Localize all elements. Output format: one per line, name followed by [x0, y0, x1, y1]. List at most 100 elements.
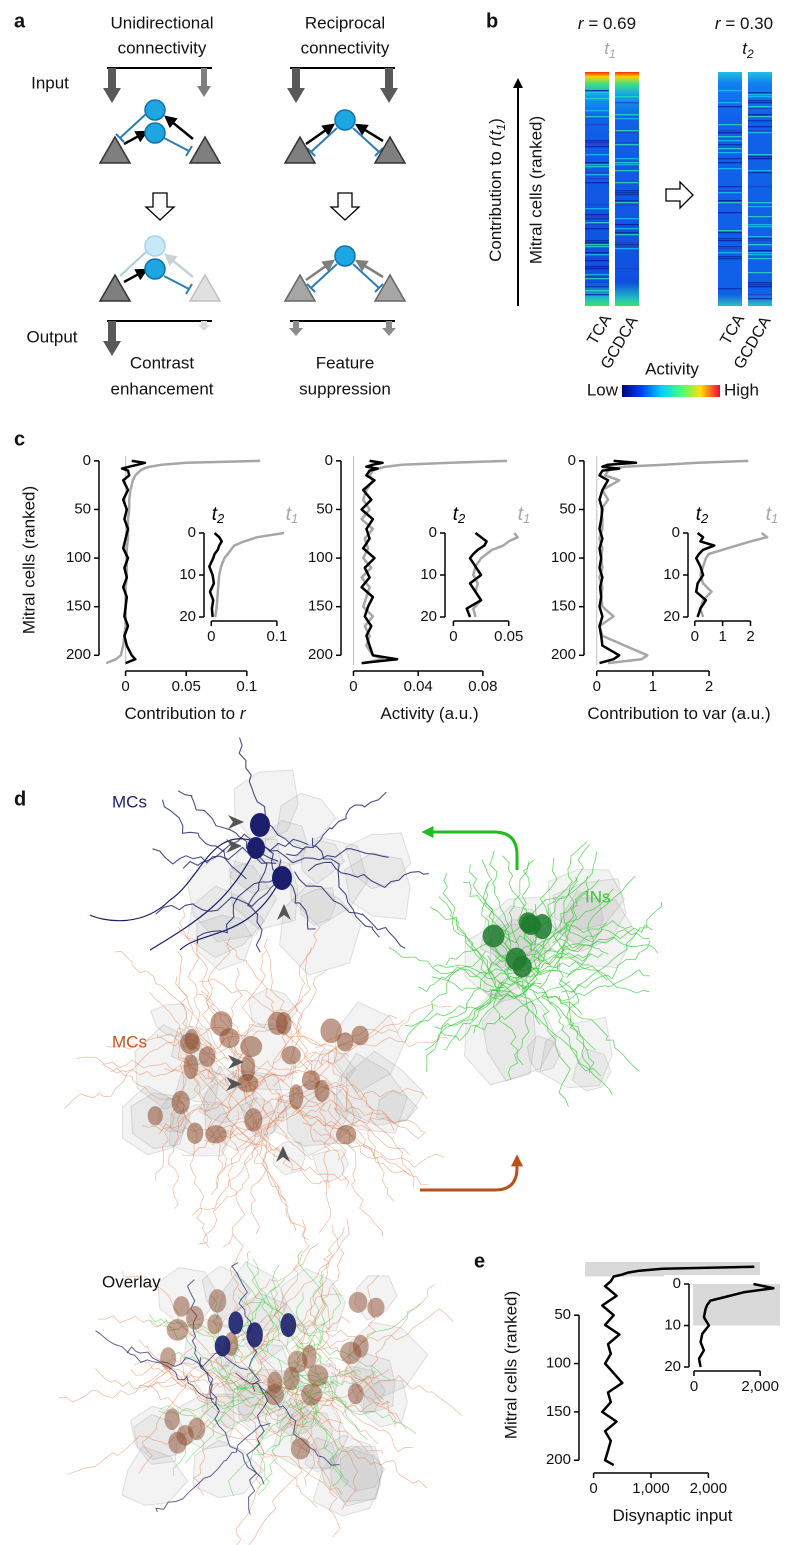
t-sub: 2	[700, 511, 709, 526]
label-text: Contribution to	[125, 704, 240, 723]
heatmap-stripe	[585, 290, 609, 292]
heatmap-stripe	[748, 284, 772, 286]
heatmap-stripe	[615, 192, 639, 194]
neurite	[183, 1374, 308, 1427]
heatmap-stripe	[585, 178, 609, 180]
y-tick-label: 50	[316, 500, 333, 517]
soma	[207, 1314, 223, 1334]
neurite	[215, 1052, 244, 1190]
neurite	[529, 888, 614, 978]
neurite	[318, 1308, 454, 1344]
heatmap-stripe	[615, 142, 639, 144]
inset-bg	[431, 499, 538, 641]
heatmap-stripe	[748, 250, 772, 252]
heatmap-stripe	[718, 168, 742, 170]
heatmap-stripe	[748, 252, 772, 254]
neurite	[248, 1415, 317, 1545]
heatmap-stripe	[615, 182, 639, 184]
heatmap-stripe	[585, 208, 609, 210]
y-tick-label: 0	[325, 452, 333, 469]
time-label: t1	[604, 39, 615, 61]
heatmap-stripe	[585, 224, 609, 226]
neurite	[526, 878, 600, 957]
y-tick-label: 150	[308, 598, 333, 615]
neurite	[230, 1278, 286, 1344]
heatmap-stripe	[585, 260, 609, 262]
neurite	[311, 837, 380, 938]
heatmap-stripe	[718, 102, 742, 104]
neurite	[161, 799, 247, 880]
t: t	[604, 39, 610, 58]
soma	[367, 1297, 385, 1318]
heatmap-stripe	[718, 136, 742, 138]
neurite	[443, 980, 521, 1050]
neurite	[501, 855, 552, 968]
heatmap-stripe	[585, 242, 609, 244]
x-axis-label: Disynaptic input	[612, 1506, 732, 1525]
x-tick-label: 0	[449, 628, 457, 645]
heatmap-stripe	[615, 114, 639, 116]
neurite	[512, 976, 596, 1051]
heatmap-stripe	[615, 130, 639, 132]
neurite	[238, 1296, 322, 1344]
panel-label: a	[14, 10, 26, 32]
soma	[347, 1383, 364, 1405]
heatmap-stripe	[718, 162, 742, 164]
heatmap-stripe	[748, 102, 772, 104]
neurite	[551, 936, 659, 954]
y-tick-label: 200	[66, 646, 91, 663]
neurite	[554, 924, 653, 943]
soma	[520, 914, 542, 935]
heatmap-stripe	[585, 294, 609, 296]
heatmap-stripe	[585, 182, 609, 184]
x-axis-label: Contribution to r	[125, 704, 247, 723]
neurite	[155, 1052, 190, 1182]
neurite	[205, 1040, 327, 1112]
time-label: t2	[742, 39, 754, 61]
neurite	[253, 1399, 391, 1419]
heatmap-stripe	[748, 286, 772, 288]
x-axis-label: Activity (a.u.)	[380, 704, 478, 723]
heatmap-stripe	[748, 202, 772, 204]
soma	[281, 1045, 301, 1065]
soma	[302, 1344, 317, 1369]
neurite	[255, 1399, 271, 1496]
heatmap-stripe	[615, 144, 639, 146]
heatmap-stripe	[585, 110, 609, 112]
inset-label: t2	[696, 504, 709, 526]
label: Output	[26, 327, 77, 346]
neurite	[489, 850, 512, 952]
neurite	[539, 954, 650, 994]
neurite	[109, 1067, 196, 1128]
neurite	[58, 1364, 203, 1403]
neurite	[199, 1356, 265, 1485]
heatmap-stripe	[748, 226, 772, 228]
y-tick-label: 10	[179, 566, 196, 583]
heatmap-stripe	[718, 248, 742, 250]
soma	[186, 1122, 204, 1144]
line	[208, 532, 224, 618]
arrowhead	[228, 1055, 244, 1069]
caption: Contrast	[130, 353, 195, 372]
soma	[147, 1106, 163, 1126]
soma	[283, 1366, 300, 1391]
neurite	[246, 1250, 280, 1342]
r-text: = 0.30	[721, 14, 773, 33]
neurite	[198, 978, 326, 1048]
neurite	[222, 1130, 349, 1181]
inset-label: t1	[518, 504, 531, 526]
glomerulus	[329, 1445, 383, 1507]
line	[213, 531, 285, 618]
panel-label: b	[486, 10, 498, 32]
soma	[198, 1046, 216, 1067]
glomerulus	[335, 1052, 408, 1134]
neurite	[473, 980, 571, 1034]
heatmap-stripe	[748, 96, 772, 98]
r-text: = 0.69	[584, 14, 636, 33]
neurite	[89, 838, 281, 951]
glomerulus	[339, 1445, 385, 1492]
heatmap-stripe	[718, 158, 742, 160]
line	[600, 1265, 755, 1467]
neurite	[561, 843, 591, 953]
line	[598, 459, 638, 665]
